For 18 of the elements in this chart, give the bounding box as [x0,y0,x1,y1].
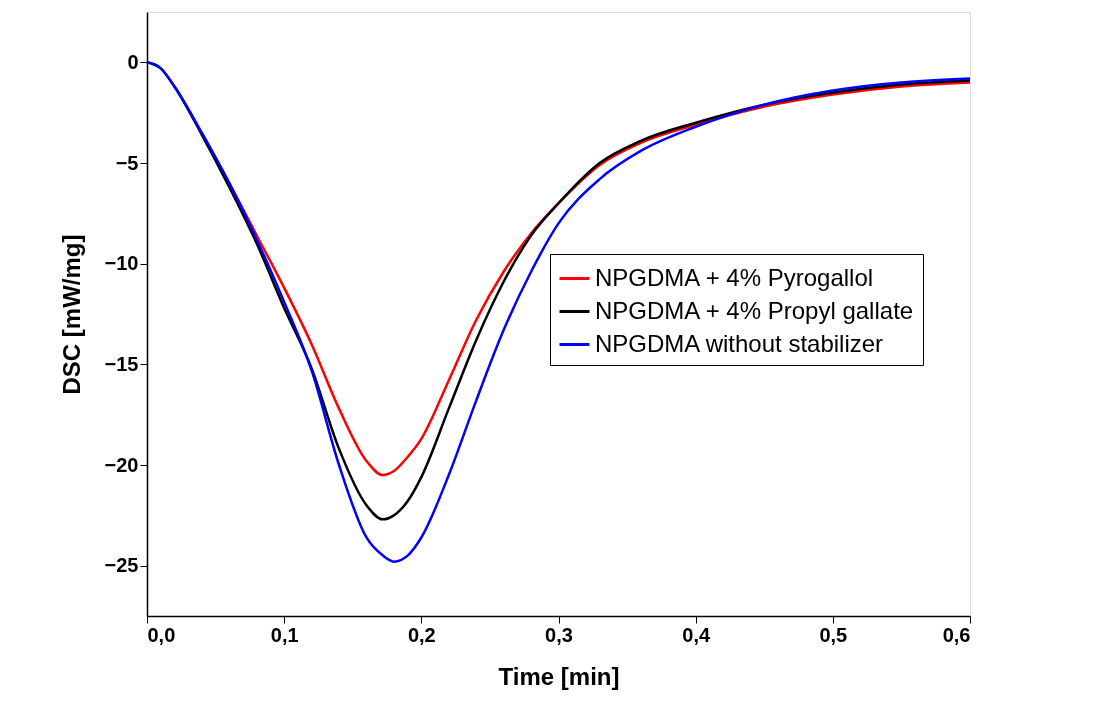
y-tick-label: −25 [104,554,139,577]
legend-label: NPGDMA without stabilizer [595,329,884,357]
x-tick-label: 0,0 [147,623,176,646]
x-tick-label: 0,3 [545,623,573,646]
y-axis-title: DSC [mW/mg] [57,234,85,395]
x-tick-label: 0,5 [819,623,848,646]
x-axis-title: Time [min] [498,662,620,690]
y-tick-label: −15 [104,352,139,375]
y-tick-label: −20 [104,453,139,476]
y-tick-label: −10 [104,252,139,275]
x-tick-label: 0,6 [942,623,971,646]
x-tick-label: 0,1 [270,623,299,646]
x-tick-label: 0,4 [682,623,711,646]
legend-label: NPGDMA + 4% Propyl gallate [595,296,914,324]
y-tick-label: 0 [127,50,139,73]
y-tick-label: −5 [115,151,139,174]
legend-label: NPGDMA + 4% Pyrogallol [595,263,874,291]
x-tick-label: 0,2 [407,623,436,646]
